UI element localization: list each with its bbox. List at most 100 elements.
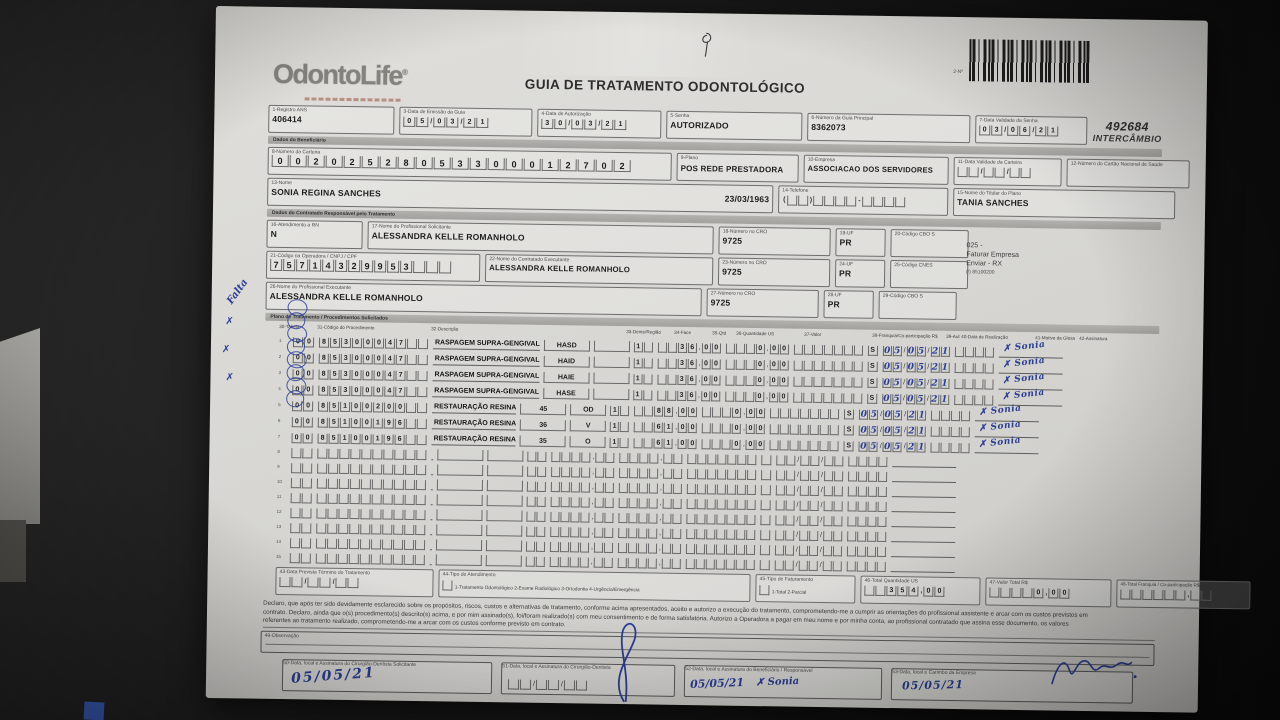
comb-cell [798, 560, 808, 571]
field-plano: 9-Plano POS REDE PRESTADORA [676, 152, 799, 183]
comb-cell: 2 [343, 155, 361, 169]
comb-cell [695, 559, 705, 570]
field-value: 9725 [722, 266, 742, 277]
comb-cell [705, 559, 715, 570]
comb-cell: 1 [309, 259, 322, 272]
comb-cell [1153, 589, 1164, 601]
comb-cell [347, 578, 359, 589]
comb-cell [784, 560, 794, 571]
comb-cell [824, 196, 835, 207]
comb-cell [866, 561, 876, 572]
tipo-faturamento-options: 1-Total 2-Parcial [771, 590, 807, 596]
comb-cell [715, 559, 725, 570]
comb-cell [507, 679, 520, 690]
comb-cell [563, 680, 575, 691]
field-comb-value: 0 3/0 6/2 1 [979, 123, 1083, 137]
cell-num: 10 [276, 478, 283, 485]
field-value: 406414 [272, 113, 302, 125]
field-label: 9-Plano [680, 154, 699, 162]
col-header-assinatura: 42-Assinatura [1079, 335, 1108, 342]
form-header: OdontoLife® GUIA DE TRATAMENTO ODONTOLÓG… [269, 21, 1164, 118]
handwritten-date: 05/05/21 [689, 675, 745, 691]
comb-cell: 5 [283, 259, 296, 272]
cell-assin [891, 484, 956, 499]
cell-qtd [525, 549, 546, 567]
comb-cell: 9 [361, 260, 374, 273]
comb-cell [989, 587, 1000, 598]
field-value: AUTORIZADO [670, 119, 729, 131]
comb-cell [1011, 587, 1022, 599]
cell-aut [759, 552, 771, 571]
comb-cell: / [460, 118, 463, 126]
handwritten-row-signature: ✗ Sonia [1002, 339, 1046, 355]
comb-cell: 0 [595, 159, 613, 172]
cell-desc: RASPAGEM SUPRA-GENGIVAL [432, 368, 540, 383]
comb-cell: 3 [446, 117, 459, 128]
field-label: 52-Data, local e Assinatura do Beneficiá… [685, 665, 813, 674]
field-empresa: 10-Empresa ASSOCIACAO DOS SERVIDORES [803, 154, 949, 185]
cell-num: 15 [275, 553, 281, 560]
cell-num: 13 [276, 523, 282, 530]
comb-cell: 7 [296, 259, 309, 272]
comb-cell [930, 442, 940, 453]
field-uf-executante-contratado: 24-UF PR [834, 259, 886, 288]
comb-cell: 0 [1033, 588, 1044, 599]
cell-desc [430, 507, 433, 521]
cell-dente: HAIE [543, 371, 590, 384]
comb-cell [786, 195, 797, 206]
field-numero-guia-principal: 6-Número da Guia Principal 8362073 [807, 112, 971, 144]
pen-cross-mark: ✗ [225, 316, 234, 328]
field-validade-carteira: 11-Data Validade da Carteira / / [953, 156, 1062, 187]
comb-cell: 3 [541, 118, 554, 130]
comb-cell: 5 [361, 156, 379, 169]
field-uf-executante: 28-UF PR [823, 290, 874, 319]
field-value: ASSOCIACAO DOS SERVIDORES [807, 163, 934, 175]
comb-cell [856, 561, 866, 572]
comb-cell [403, 554, 414, 565]
comb-cell: 0 [325, 155, 343, 168]
comb-cell [579, 557, 589, 568]
cell-assin [892, 454, 957, 469]
pen-mark [702, 32, 712, 57]
field-cnes: 25-Código CNES [889, 260, 969, 290]
comb-cell: 2 [613, 159, 631, 173]
handwritten-signature: ✗ Sonia [755, 675, 800, 689]
form-content: OdontoLife® GUIA DE TRATAMENTO ODONTOLÓG… [222, 21, 1251, 704]
cell-face [487, 450, 524, 462]
comb-cell: / [1004, 126, 1007, 134]
tipo-atendimento-options: 1-Tratamento Odontológico 2-Exame Radiol… [454, 585, 640, 594]
comb-cell [894, 197, 905, 208]
cell-tabela [289, 545, 312, 564]
comb-cell: 9 [374, 260, 387, 273]
margin-annotations: Falta ✗ ✗ ✗ [219, 270, 332, 472]
field-contratado-executante: 22-Nome do Contratado Executante ALESSAN… [484, 254, 714, 286]
field-value: POS REDE PRESTADORA [680, 163, 784, 175]
comb-cell [1201, 590, 1212, 601]
comb-cell: , [1045, 589, 1048, 597]
side-note: 025 - Faturar Empresa Enviar - RX (!) 85… [966, 241, 1097, 279]
comb-cell [759, 560, 770, 571]
comb-cell: / [819, 562, 822, 570]
comb-cell: / [1032, 127, 1035, 135]
comb-cell: 0 [403, 116, 416, 127]
field-value: TANIA SANCHES [957, 197, 1029, 209]
cell-face [593, 372, 630, 385]
comb-cell: 7 [577, 159, 595, 172]
handwritten-row-signature: ✗ Sonia [1001, 355, 1046, 371]
cell-data: / / [774, 552, 843, 572]
comb-cell: ( [783, 196, 786, 204]
field-validade-senha: 7-Data Validade da Senha 0 3/0 6/2 1 [975, 115, 1088, 145]
cell-num: 14 [276, 538, 282, 545]
comb-cell: 3 [335, 259, 348, 272]
field-uf-solicitante: 19-UF PR [835, 228, 886, 257]
comb-cell: 0 [923, 586, 934, 597]
cell-dente: 36 [520, 419, 567, 432]
comb-cell: 5 [892, 442, 902, 453]
cell-dente: 45 [520, 403, 567, 416]
comb-cell [861, 196, 872, 207]
cell-assin [891, 469, 957, 484]
comb-cell: 4 [908, 586, 919, 597]
comb-cell: / [532, 680, 535, 688]
beneficiary-birthdate: 23/03/1963 [724, 193, 770, 205]
